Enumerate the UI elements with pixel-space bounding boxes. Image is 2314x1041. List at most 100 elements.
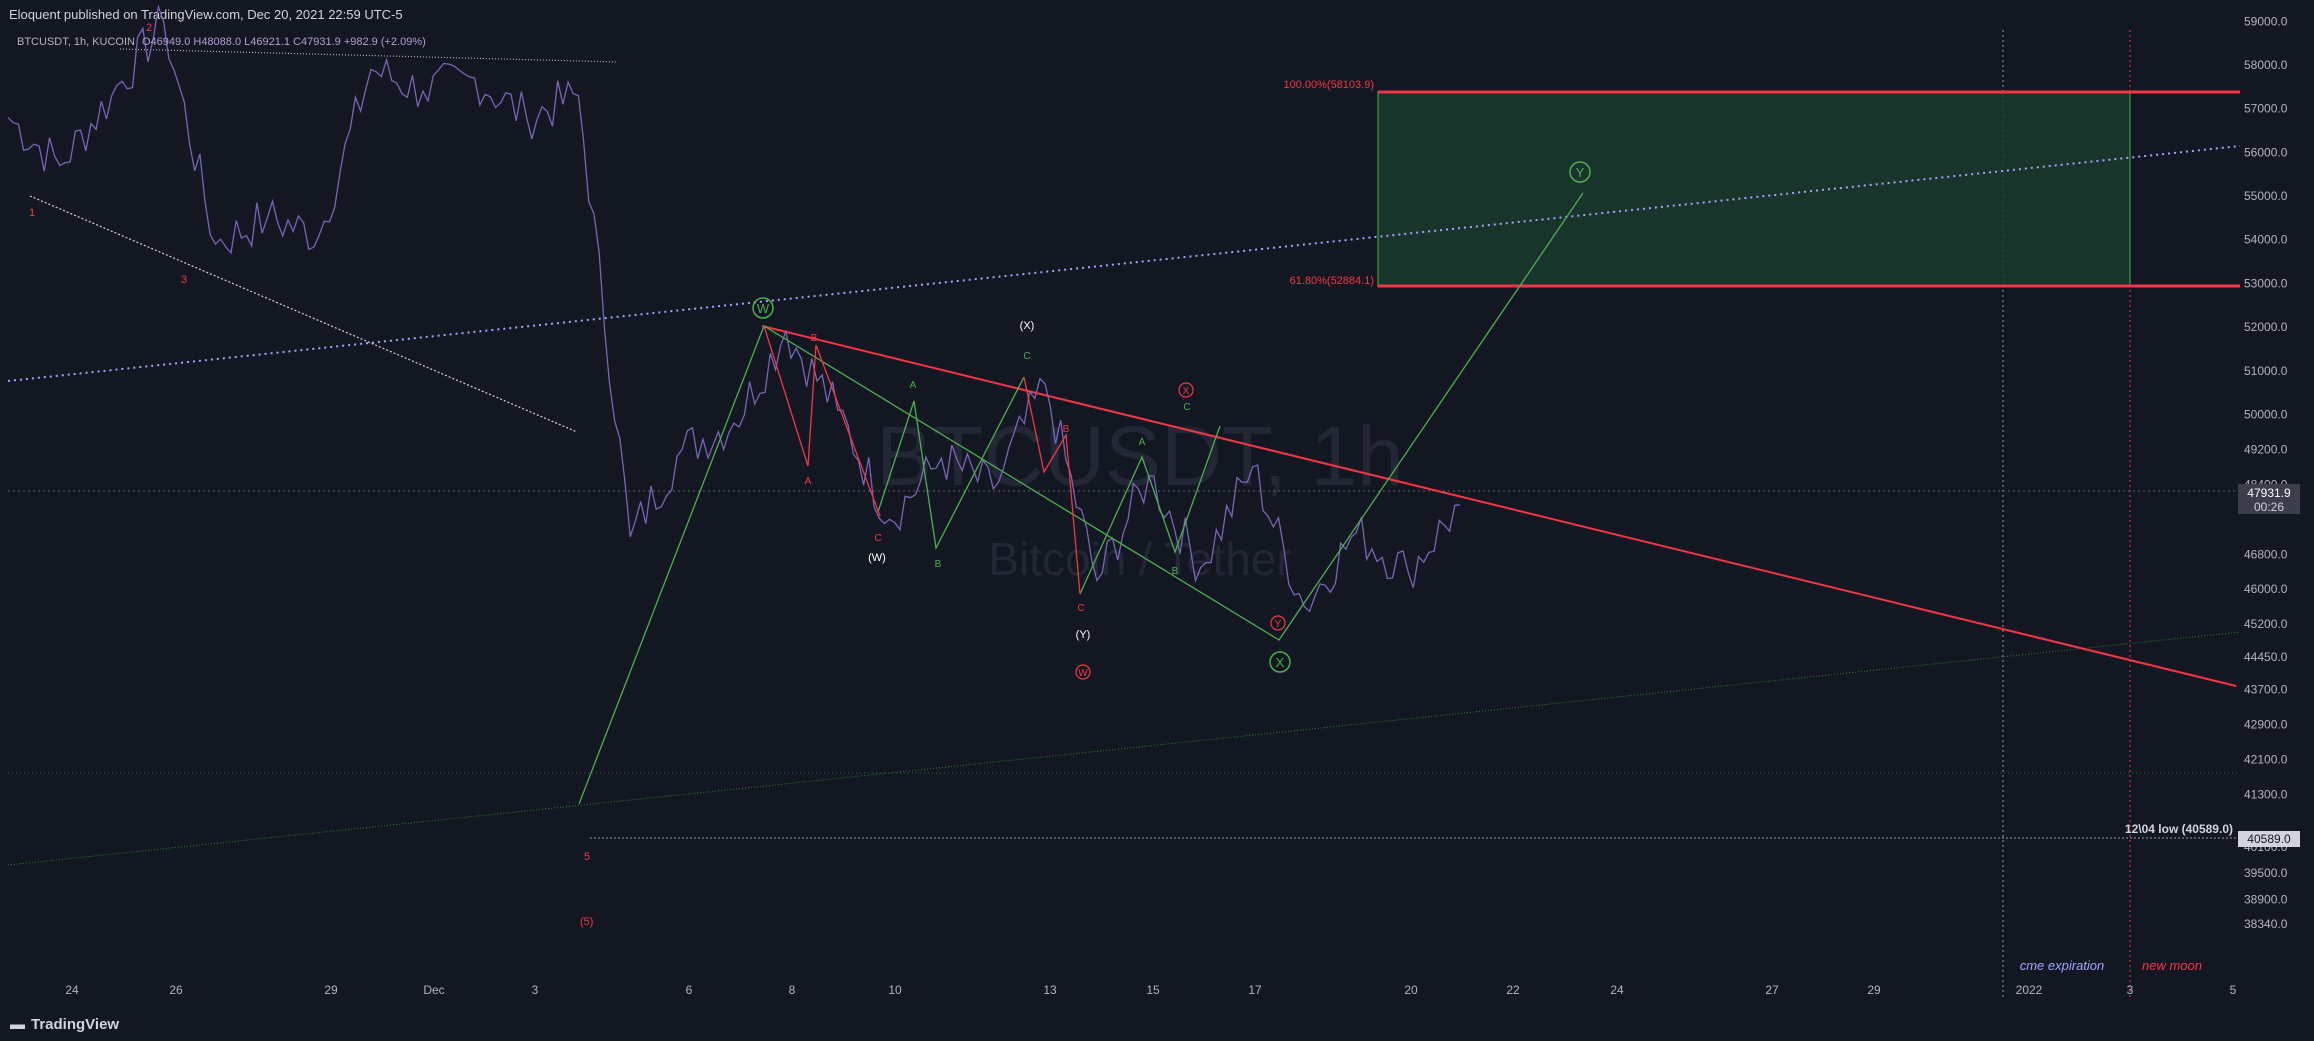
price-tick-label: 50000.0 bbox=[2244, 407, 2288, 421]
red-c-label: C bbox=[874, 533, 881, 544]
low-annotation: 12\04 low (40589.0) bbox=[2125, 822, 2233, 836]
wave-5-paren-label: (5) bbox=[580, 916, 593, 928]
price-tick-label: 42900.0 bbox=[2244, 718, 2288, 732]
price-tick-label: 42100.0 bbox=[2244, 753, 2288, 767]
price-tick-label: 49200.0 bbox=[2244, 442, 2288, 456]
price-tick-label: 38900.0 bbox=[2244, 892, 2288, 906]
wave-1-label: 1 bbox=[29, 207, 35, 219]
wave-5-label: 5 bbox=[584, 851, 590, 863]
brand-label: TradingView bbox=[31, 1016, 120, 1033]
fib-618-label: 61.80%(52884.1) bbox=[1290, 275, 1374, 287]
time-tick-label: Dec bbox=[423, 983, 444, 997]
wave-2-label: 2 bbox=[146, 22, 152, 34]
green-b2-label: B bbox=[1172, 566, 1179, 577]
time-tick-label: 24 bbox=[1610, 983, 1624, 997]
green-c-label: C bbox=[1023, 351, 1030, 362]
time-tick-label: 6 bbox=[686, 983, 693, 997]
paren-w-label: (W) bbox=[868, 552, 886, 564]
red-x-marker bbox=[1178, 382, 1194, 398]
top-bar: Eloquent published on TradingView.com, D… bbox=[0, 0, 2314, 30]
circle-w-marker bbox=[752, 297, 774, 319]
ohlc-info: O46949.0 H48088.0 L46921.1 C47931.9 +982… bbox=[142, 36, 426, 48]
time-tick-label: 10 bbox=[888, 983, 902, 997]
time-tick-label: 22 bbox=[1506, 983, 1520, 997]
red-inner-wave-1 bbox=[763, 325, 881, 517]
last-price-tag bbox=[2238, 484, 2300, 514]
time-tick-label: 29 bbox=[1867, 983, 1881, 997]
top-dotted-trendline bbox=[119, 48, 619, 63]
tradingview-logo[interactable]: ▬ TradingView bbox=[10, 1016, 119, 1033]
price-axis[interactable]: 59000.0 58000.0 57000.0 56000.0 55000.0 54000… bbox=[2244, 14, 2288, 931]
red-a-label: A bbox=[805, 476, 812, 487]
price-tick-label: 45200.0 bbox=[2244, 617, 2288, 631]
time-tick-label: 29 bbox=[324, 983, 338, 997]
red-w-marker bbox=[1075, 664, 1091, 680]
price-tick-label: 59000.0 bbox=[2244, 14, 2288, 28]
green-b-label: B bbox=[935, 559, 942, 570]
descending-dotted-trendline bbox=[29, 195, 578, 433]
bar-countdown: 00:26 bbox=[2254, 500, 2284, 514]
green-a2-label: A bbox=[1139, 437, 1146, 448]
circle-w-label: W bbox=[757, 301, 770, 316]
time-tick-label: 24 bbox=[65, 983, 79, 997]
red-resistance-trendline[interactable] bbox=[761, 325, 2237, 687]
low-price-value: 40589.0 bbox=[2247, 832, 2291, 846]
red-w-label: W bbox=[1078, 668, 1088, 679]
watermark-name: Bitcoin / Tether bbox=[988, 533, 1291, 585]
low-price-tag bbox=[2238, 831, 2300, 847]
time-tick-label: 3 bbox=[532, 983, 539, 997]
red-y-marker bbox=[1270, 615, 1286, 631]
price-tick-label: 52000.0 bbox=[2244, 320, 2288, 334]
circle-x-marker bbox=[1269, 651, 1291, 673]
price-tick-label: 44450.0 bbox=[2244, 650, 2288, 664]
circle-x-label: X bbox=[1276, 655, 1285, 670]
price-tick-label: 46800.0 bbox=[2244, 547, 2288, 561]
price-tick-label: 53000.0 bbox=[2244, 276, 2288, 290]
watermark-symbol: BTCUSDT, 1h bbox=[876, 409, 1403, 503]
green-inner-wave-1 bbox=[877, 376, 1025, 551]
price-tick-label: 54000.0 bbox=[2244, 233, 2288, 247]
time-axis[interactable]: 24 26 29 Dec 3 6 8 10 13 15 17 20 22 24 27 29 2022 3 5 bbox=[65, 983, 2236, 997]
price-tick-label: 55000.0 bbox=[2244, 189, 2288, 203]
fib-100-label: 100.00%(58103.9) bbox=[1283, 79, 1374, 91]
price-tick-label: 57000.0 bbox=[2244, 102, 2288, 116]
price-tick-label: 43700.0 bbox=[2244, 683, 2288, 697]
green-wave-path bbox=[578, 192, 1584, 805]
time-tick-label: 17 bbox=[1248, 983, 1262, 997]
paren-y-label: (Y) bbox=[1076, 629, 1091, 641]
price-tick-label: 51000.0 bbox=[2244, 364, 2288, 378]
price-tick-label: 38340.0 bbox=[2244, 917, 2288, 931]
red-inner-wave-2 bbox=[1023, 376, 1081, 595]
paren-x-label: (X) bbox=[1020, 320, 1035, 332]
ascending-dotted-channel bbox=[7, 145, 2241, 382]
price-tick-label: 41300.0 bbox=[2244, 788, 2288, 802]
time-tick-label: 13 bbox=[1043, 983, 1057, 997]
symbol-info: BTCUSDT, 1h, KUCOIN bbox=[17, 36, 135, 48]
time-tick-label: 27 bbox=[1765, 983, 1779, 997]
red-x-label: X bbox=[1183, 386, 1190, 397]
tv-logo-icon: ▬ bbox=[10, 1016, 25, 1033]
circle-y-marker bbox=[1569, 161, 1591, 183]
circle-y-label: Y bbox=[1576, 165, 1585, 180]
time-tick-label: 5 bbox=[2230, 983, 2237, 997]
price-tick-label: 58000.0 bbox=[2244, 58, 2288, 72]
wave-labels: 1 2 3 5 (5) W X Y X Y W (W) (X) (Y) A B … bbox=[29, 22, 1591, 928]
green-c2-label: C bbox=[1183, 402, 1190, 413]
cme-expiration-label: cme expiration bbox=[2020, 958, 2105, 973]
green-inner-wave-2 bbox=[1079, 425, 1221, 595]
time-tick-label: 20 bbox=[1404, 983, 1418, 997]
fib-target-zone[interactable] bbox=[1377, 91, 2131, 287]
red-y-label: Y bbox=[1275, 619, 1282, 630]
last-price-value: 47931.9 bbox=[2247, 486, 2291, 500]
red-b-label: B bbox=[811, 333, 818, 344]
green-a-label: A bbox=[910, 380, 917, 391]
price-line bbox=[7, 4, 1461, 613]
red-c2-label: C bbox=[1077, 603, 1084, 614]
green-support-trendline bbox=[7, 631, 2241, 866]
price-tick-label: 56000.0 bbox=[2244, 145, 2288, 159]
price-tick-label: 46000.0 bbox=[2244, 582, 2288, 596]
publish-info: Eloquent published on TradingView.com, D… bbox=[9, 7, 403, 22]
time-tick-label: 3 bbox=[2127, 983, 2134, 997]
time-tick-label: 2022 bbox=[2016, 983, 2043, 997]
